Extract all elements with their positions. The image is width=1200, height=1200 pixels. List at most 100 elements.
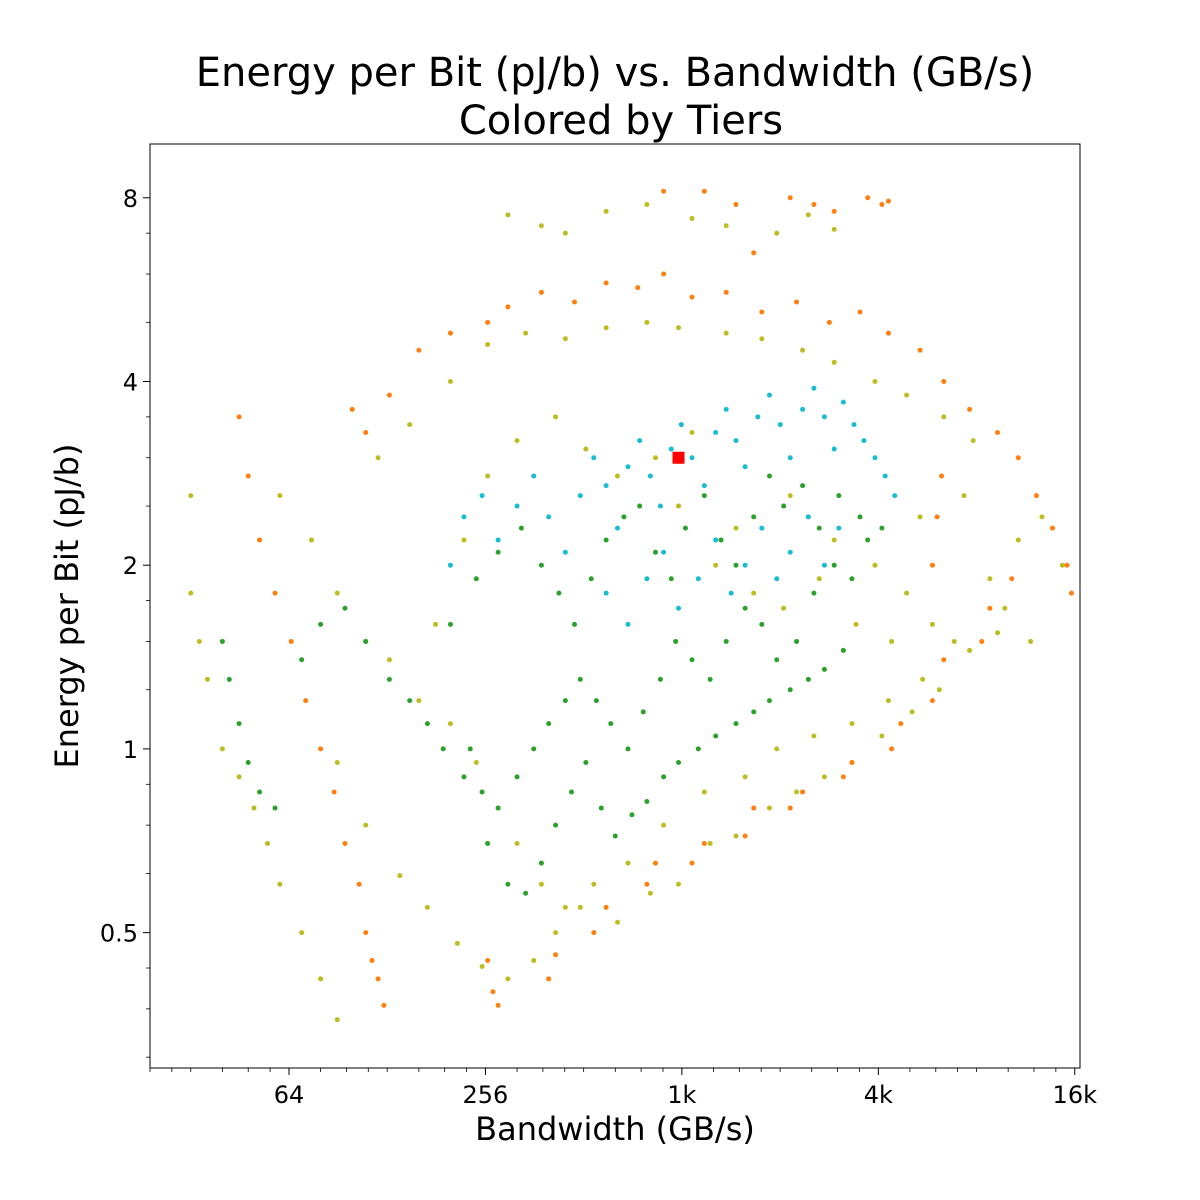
data-point-s3-2 [479,493,485,499]
data-point-s2-0 [219,638,225,644]
data-point-s0-114 [967,647,973,653]
data-point-s3-29 [811,385,817,391]
data-point-s2-70 [569,789,575,795]
data-point-s3-8 [577,493,583,499]
data-point-s0-49 [759,336,765,342]
data-point-s0-12 [277,493,283,499]
data-point-s2-36 [831,562,837,568]
data-point-s0-108 [794,789,800,795]
data-point-s2-35 [811,590,817,596]
data-point-s1-23 [603,280,609,286]
data-point-s1-34 [941,378,947,384]
data-point-s3-15 [657,503,663,509]
data-point-s0-47 [676,325,682,331]
data-point-s1-54 [751,805,757,811]
data-point-s2-79 [713,733,719,739]
data-point-s3-41 [661,549,667,555]
data-point-s0-35 [987,576,993,582]
data-point-s0-17 [416,698,422,704]
data-point-s2-69 [553,822,559,828]
data-point-s0-56 [676,503,682,509]
data-point-s0-32 [885,698,891,704]
data-point-s1-60 [898,721,904,727]
x-axis-label: Bandwidth (GB/s) [475,1110,755,1148]
data-point-s0-103 [647,890,653,896]
data-point-s3-47 [759,525,765,531]
data-point-s3-4 [514,503,520,509]
data-point-s3-34 [861,438,867,444]
data-point-s0-100 [553,930,559,936]
data-point-s3-43 [695,576,701,582]
data-point-s2-7 [318,621,324,627]
data-point-s2-48 [603,537,609,543]
x-axis-ticks: 64 256 1k 4k 16k [149,1068,1097,1109]
data-point-s0-112 [909,709,915,715]
data-point-s3-30 [821,414,827,420]
data-point-s3-14 [647,473,653,479]
x-tick-label-0: 64 [274,1081,305,1109]
data-point-s0-81 [689,429,695,435]
data-point-s1-75 [701,188,707,194]
data-point-s2-1 [226,676,232,682]
data-point-s0-115 [995,630,1001,636]
data-point-s1-41 [1068,590,1074,596]
data-point-s3-35 [872,455,878,461]
data-point-s0-23 [562,904,568,910]
data-point-s2-15 [479,789,485,795]
data-point-s3-40 [644,576,650,582]
data-point-s3-26 [777,422,783,428]
data-point-s2-29 [707,676,713,682]
data-point-s3-28 [800,406,806,412]
data-point-s0-94 [397,873,403,879]
data-point-s3-10 [603,483,609,489]
data-point-s0-79 [614,473,620,479]
data-point-s2-41 [473,576,479,582]
data-point-s0-68 [689,215,695,221]
data-point-s2-8 [342,605,348,611]
data-point-s2-11 [407,698,413,704]
data-point-s2-27 [673,638,679,644]
data-point-s2-46 [572,621,578,627]
data-point-s0-31 [849,721,855,727]
y-axis-ticks: 0.5 1 2 4 8 [100,185,150,1058]
data-point-s0-73 [433,621,439,627]
highlight-point-s4-0 [672,451,685,464]
data-point-s1-30 [826,319,832,325]
data-point-s2-38 [865,537,871,543]
data-point-s1-72 [865,195,871,201]
data-point-s2-53 [682,525,688,531]
data-point-s3-19 [701,483,707,489]
data-point-s2-78 [695,746,701,752]
data-point-s1-47 [591,930,597,936]
data-point-s1-33 [917,347,923,353]
data-point-s2-61 [816,525,822,531]
data-point-s1-44 [495,1002,501,1008]
data-point-s0-82 [713,562,719,568]
data-point-s3-16 [668,446,674,452]
data-point-s1-37 [1015,455,1021,461]
data-point-s3-12 [625,464,631,470]
data-point-s0-90 [1002,605,1008,611]
data-point-s1-29 [794,299,800,305]
data-point-s0-26 [661,822,667,828]
data-point-s1-19 [485,319,491,325]
data-point-s2-24 [625,746,631,752]
data-point-s1-4 [288,638,294,644]
data-point-s0-24 [591,881,597,887]
y-tick-label-2: 2 [123,552,138,580]
data-point-s1-70 [811,201,817,207]
data-point-s0-84 [781,605,787,611]
data-point-s1-69 [787,195,793,201]
data-point-s0-52 [872,378,878,384]
data-point-s1-76 [733,201,739,207]
data-point-s3-24 [755,414,761,420]
data-point-s3-13 [637,438,643,444]
data-point-s1-57 [840,774,846,780]
data-point-s2-16 [495,805,501,811]
data-point-s2-76 [661,774,667,780]
data-point-s2-52 [668,576,674,582]
data-point-s1-78 [751,250,757,256]
data-point-s1-6 [318,746,324,752]
data-point-s2-25 [640,709,646,715]
data-point-s2-58 [766,473,772,479]
